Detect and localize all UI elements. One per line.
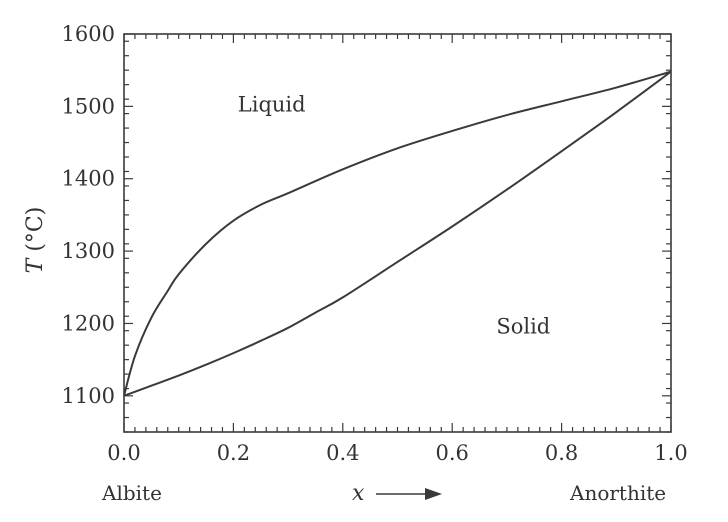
axis-ticks — [123, 33, 672, 433]
y-tick-label: 1200 — [62, 311, 115, 335]
x-tick-labels: 0.0 0.2 0.4 0.6 0.8 1.0 — [107, 441, 687, 465]
x-tick-label: 0.8 — [545, 441, 578, 465]
y-tick-label: 1400 — [62, 167, 115, 191]
anorthite-label: Anorthite — [569, 481, 666, 505]
x-axis-arrow-head — [425, 488, 442, 500]
y-axis-unit: (°C) — [23, 207, 48, 259]
y-tick-label: 1100 — [62, 384, 115, 408]
x-tick-label: 0.4 — [326, 441, 359, 465]
x-axis-label: x — [352, 481, 442, 506]
liquidus-curve — [123, 70, 672, 397]
x-tick-label: 0.0 — [107, 441, 140, 465]
region-labels: Liquid Solid — [238, 92, 550, 338]
region-label-liquid: Liquid — [238, 92, 306, 116]
x-tick-label: 0.6 — [435, 441, 468, 465]
solidus-curve — [123, 70, 672, 397]
y-axis-label: T (°C) — [23, 207, 48, 274]
curves — [123, 70, 672, 397]
y-tick-labels: 1100 1200 1300 1400 1500 1600 — [62, 22, 115, 408]
x-tick-label: 1.0 — [654, 441, 687, 465]
albite-label: Albite — [101, 481, 162, 505]
y-tick-label: 1500 — [62, 94, 115, 118]
y-axis-variable: T — [23, 256, 48, 273]
region-label-solid: Solid — [496, 315, 550, 339]
x-tick-label: 0.2 — [217, 441, 250, 465]
y-tick-label: 1300 — [62, 239, 115, 263]
x-axis-variable: x — [352, 481, 365, 506]
y-tick-label: 1600 — [62, 22, 115, 46]
